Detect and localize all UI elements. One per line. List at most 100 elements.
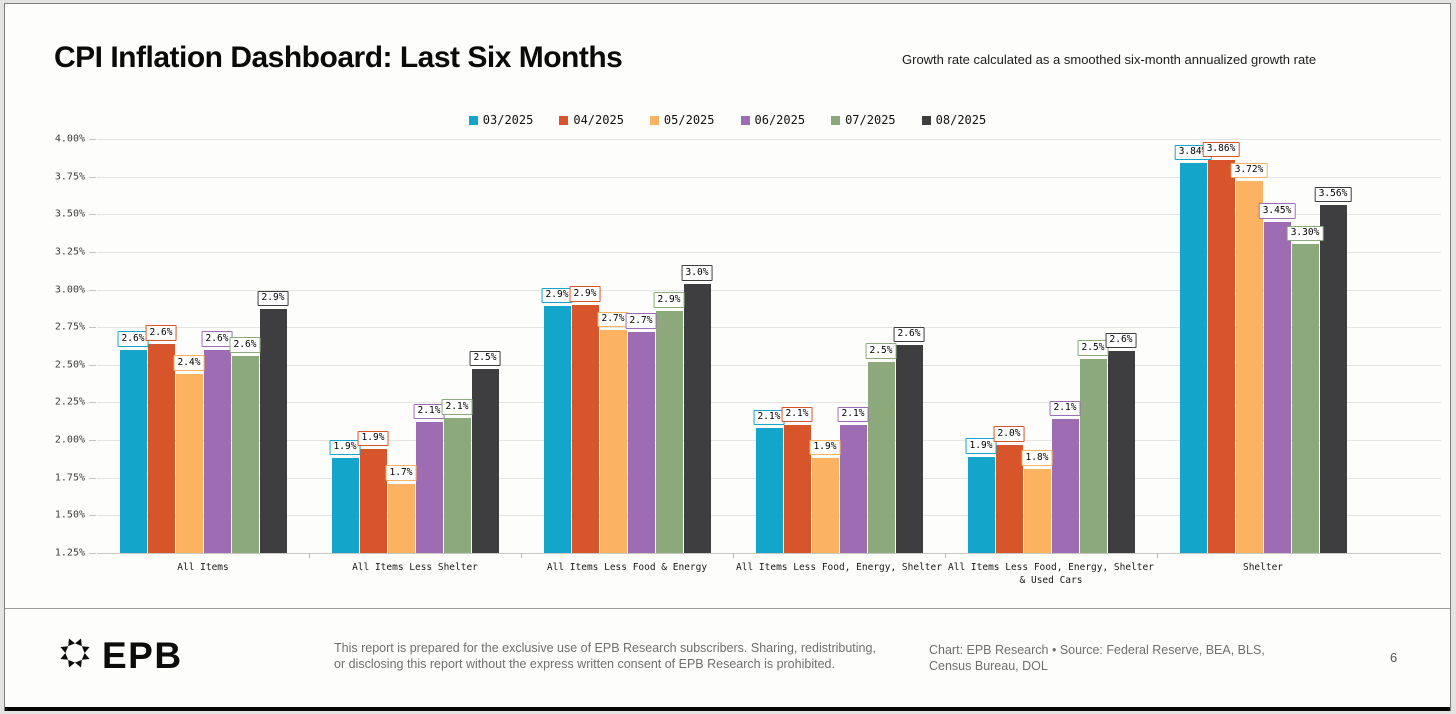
bar-value-label: 1.9% bbox=[329, 439, 361, 456]
legend-label: 05/2025 bbox=[663, 113, 715, 127]
bar bbox=[1107, 351, 1135, 553]
bar bbox=[231, 355, 259, 553]
bar-slot: 2.9% bbox=[257, 139, 289, 553]
bar-value-label: 2.1% bbox=[837, 406, 869, 423]
x-axis-boundary-tick bbox=[733, 553, 734, 558]
legend-item: 03/2025 bbox=[468, 113, 533, 127]
bar-value-label: 2.7% bbox=[597, 311, 629, 328]
bar-value-label: 1.7% bbox=[385, 465, 417, 481]
y-axis-tick bbox=[89, 289, 96, 291]
bar bbox=[683, 283, 711, 553]
bar bbox=[471, 369, 499, 553]
category-label: All Items bbox=[177, 562, 229, 573]
bar bbox=[147, 343, 175, 553]
bar bbox=[839, 425, 867, 553]
bar-value-label: 2.6% bbox=[145, 325, 177, 341]
bar bbox=[599, 330, 627, 553]
bar-slot: 2.9% bbox=[541, 139, 573, 553]
bar-value-label: 1.9% bbox=[809, 439, 841, 456]
gridline bbox=[97, 176, 1441, 178]
bar-slot: 1.9% bbox=[965, 139, 997, 553]
x-axis-boundary-tick bbox=[521, 553, 522, 558]
legend-item: 05/2025 bbox=[649, 113, 715, 127]
bar bbox=[1051, 419, 1079, 553]
bar bbox=[995, 444, 1023, 553]
bar-value-label: 3.45% bbox=[1258, 203, 1296, 219]
bar bbox=[359, 449, 387, 553]
y-axis-label: 3.25% bbox=[54, 246, 85, 258]
gridline bbox=[97, 289, 1441, 291]
bar bbox=[811, 458, 839, 553]
bottom-accent-bar bbox=[5, 707, 1450, 711]
bar-value-label: 2.9% bbox=[569, 286, 601, 302]
y-axis-label: 2.75% bbox=[54, 321, 85, 333]
bar-value-label: 3.30% bbox=[1286, 225, 1324, 242]
category-label: All Items Less Food, Energy, Shelter bbox=[736, 562, 942, 573]
y-axis-tick bbox=[89, 251, 96, 253]
gridline bbox=[97, 402, 1441, 404]
footer-divider bbox=[5, 608, 1450, 609]
x-axis-category-labels: All Items All Items Less Shelter All Items… bbox=[97, 561, 1369, 588]
x-axis-line bbox=[97, 553, 1441, 554]
y-axis-label: 1.50% bbox=[54, 509, 85, 521]
bar-slot: 2.7% bbox=[597, 139, 629, 553]
bar-value-label: 2.1% bbox=[781, 406, 813, 423]
bar bbox=[119, 349, 147, 553]
gridline bbox=[97, 214, 1441, 216]
bar-slot: 2.5% bbox=[1077, 139, 1109, 553]
bar-value-label: 2.5% bbox=[1077, 340, 1109, 356]
bar bbox=[967, 456, 995, 553]
x-axis-boundary-tick bbox=[1157, 553, 1158, 558]
bar-slot: 2.5% bbox=[469, 139, 501, 553]
bar-value-label: 2.9% bbox=[541, 287, 573, 304]
bar bbox=[1291, 244, 1319, 553]
bar-value-label: 3.56% bbox=[1314, 186, 1352, 203]
bar bbox=[203, 349, 231, 553]
page-frame: CPI Inflation Dashboard: Last Six Months… bbox=[4, 3, 1451, 711]
gridline bbox=[97, 364, 1441, 366]
y-axis-label: 2.50% bbox=[54, 359, 85, 371]
bar-slot: 2.9% bbox=[569, 139, 601, 553]
legend-label: 07/2025 bbox=[845, 113, 896, 127]
bar-value-label: 1.9% bbox=[357, 430, 389, 447]
y-axis-label: 4.00% bbox=[54, 133, 85, 145]
bar bbox=[867, 361, 895, 553]
y-axis-tick bbox=[89, 515, 96, 517]
bar bbox=[543, 306, 571, 553]
bar bbox=[1179, 163, 1207, 553]
gridline bbox=[97, 139, 1441, 140]
y-axis-tick bbox=[89, 477, 96, 479]
bar-value-label: 2.6% bbox=[229, 337, 261, 353]
bar bbox=[1319, 205, 1347, 553]
legend-swatch-icon bbox=[831, 115, 841, 125]
bar-slot: 2.0% bbox=[993, 139, 1025, 553]
bar-value-label: 2.6% bbox=[1105, 332, 1137, 349]
bar-slot: 2.6% bbox=[229, 139, 261, 553]
bar-group: 1.9% 2.0% 1.8% 2.1% 2.5% 2.6% bbox=[945, 139, 1157, 553]
chart-legend: 03/2025 04/2025 05/2025 06/2025 07/2025 08/20… bbox=[5, 113, 1450, 127]
bar-slot: 1.8% bbox=[1021, 139, 1053, 553]
bar-slot: 2.6% bbox=[201, 139, 233, 553]
bar bbox=[1079, 358, 1107, 553]
bar-slot: 2.5% bbox=[865, 139, 897, 553]
y-axis-label: 3.75% bbox=[54, 171, 85, 183]
bar-slot: 1.9% bbox=[809, 139, 841, 553]
y-axis-label: 1.25% bbox=[54, 547, 85, 559]
bar-value-label: 2.9% bbox=[653, 292, 685, 308]
bar-slot: 3.30% bbox=[1286, 139, 1324, 553]
bar-group: 2.1% 2.1% 1.9% 2.1% 2.5% 2.6% bbox=[733, 139, 945, 553]
category-label: All Items Less Food, Energy, Shelter & U… bbox=[948, 562, 1154, 587]
bar-slot: 3.86% bbox=[1202, 139, 1240, 553]
bar-value-label: 3.0% bbox=[681, 265, 713, 281]
bar bbox=[415, 422, 443, 553]
bar bbox=[571, 304, 599, 553]
y-axis-label: 2.25% bbox=[54, 396, 85, 408]
page-title: CPI Inflation Dashboard: Last Six Months bbox=[54, 41, 623, 74]
legend-item: 06/2025 bbox=[740, 113, 805, 127]
y-axis-label: 1.75% bbox=[54, 472, 85, 484]
x-axis-boundary-tick bbox=[945, 553, 946, 558]
bar bbox=[783, 425, 811, 553]
y-axis-tick bbox=[89, 327, 96, 329]
bar bbox=[175, 373, 203, 553]
bar-value-label: 2.1% bbox=[441, 399, 473, 415]
